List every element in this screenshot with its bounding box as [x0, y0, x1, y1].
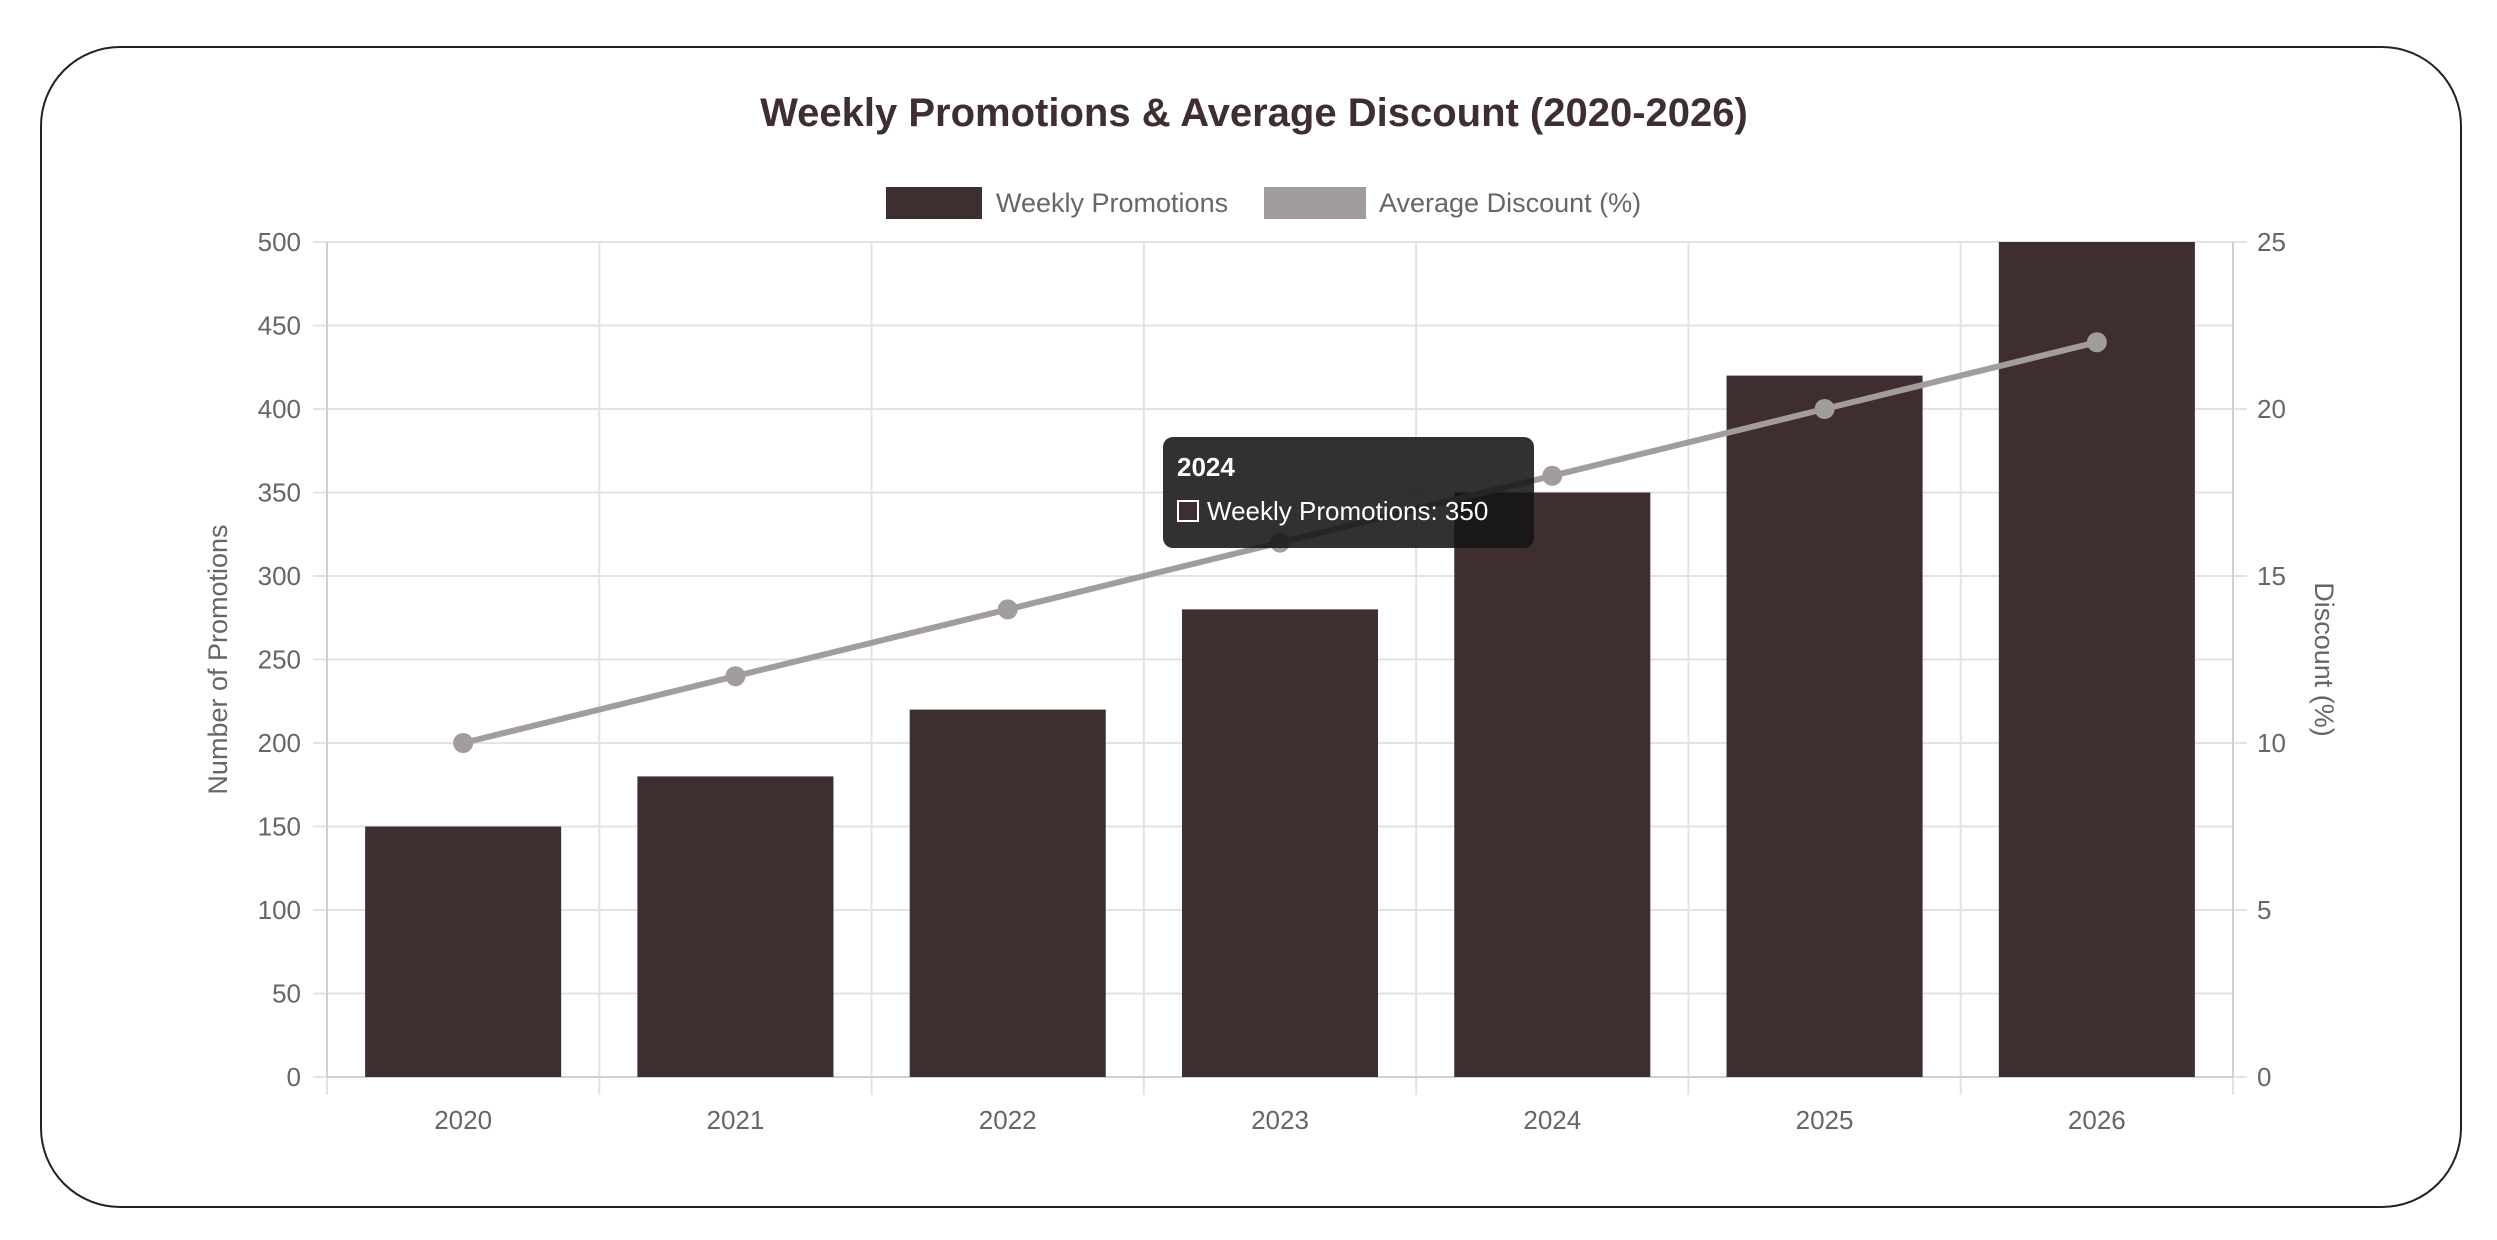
point-average-discount-2024	[1542, 465, 1563, 486]
y-tick-label: 500	[258, 227, 301, 257]
y2-tick-label: 5	[2257, 895, 2271, 925]
y2-tick-label: 15	[2257, 561, 2286, 591]
bar-2020	[365, 826, 562, 1077]
point-average-discount-2020	[453, 733, 474, 753]
x-tick-label: 2026	[2068, 1105, 2126, 1135]
legend-label-weekly-promotions: Weekly Promotions	[996, 188, 1228, 218]
bar-2023	[1181, 609, 1379, 1077]
x-tick-label: 2020	[434, 1105, 492, 1135]
point-average-discount-2022	[997, 599, 1018, 620]
y-tick-label: 200	[258, 728, 301, 758]
chart-title: Weekly Promotions & Average Discount (20…	[760, 91, 1748, 135]
chart-tooltip: 2024 Weekly Promotions: 350	[1163, 437, 1534, 548]
point-average-discount-2026	[2086, 332, 2107, 353]
x-tick-label: 2021	[707, 1105, 765, 1135]
y2-axis-title: Discount (%)	[2309, 582, 2339, 737]
x-tick-label: 2022	[979, 1105, 1037, 1135]
y-tick-label: 300	[258, 561, 301, 591]
y-tick-label: 0	[287, 1062, 301, 1092]
tooltip-title: 2024	[1177, 452, 1235, 482]
legend-swatch-weekly-promotions	[886, 187, 982, 219]
y2-tick-label: 10	[2257, 728, 2286, 758]
point-average-discount-2025	[1814, 399, 1835, 419]
y-tick-label: 400	[258, 394, 301, 424]
y2-tick-label: 0	[2257, 1062, 2271, 1092]
x-tick-label: 2023	[1251, 1105, 1309, 1135]
y-tick-label: 250	[258, 645, 301, 675]
x-tick-label: 2024	[1523, 1105, 1581, 1135]
tooltip-label: Weekly Promotions: 350	[1207, 496, 1489, 526]
legend-label-average-discount: Average Discount (%)	[1379, 188, 1641, 218]
y2-tick-label: 25	[2257, 227, 2286, 257]
y-tick-label: 100	[258, 895, 301, 925]
bar-2022	[909, 709, 1106, 1077]
bar-2021	[637, 776, 834, 1077]
y2-tick-label: 20	[2257, 394, 2286, 424]
bar-2024	[1454, 492, 1651, 1077]
y-axis-title: Number of Promotions	[203, 524, 233, 794]
bar-2025	[1726, 375, 1923, 1078]
y-tick-label: 450	[258, 311, 301, 341]
legend-swatch-average-discount	[1264, 187, 1366, 219]
tooltip-swatch	[1177, 500, 1199, 522]
y-tick-label: 50	[272, 979, 301, 1009]
y-tick-label: 350	[258, 478, 301, 508]
point-average-discount-2021	[725, 666, 746, 687]
bar-2026	[1998, 242, 2195, 1077]
y-tick-label: 150	[258, 812, 301, 842]
x-tick-label: 2025	[1796, 1105, 1854, 1135]
